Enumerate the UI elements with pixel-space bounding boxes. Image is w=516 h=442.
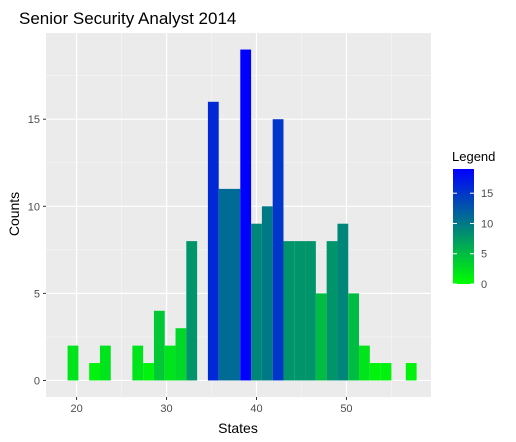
histogram-bar xyxy=(207,101,219,381)
histogram-bar xyxy=(348,293,360,381)
y-tick-label: 15 xyxy=(28,114,40,126)
y-tick-label: 10 xyxy=(28,201,40,213)
histogram-bar xyxy=(186,241,198,381)
histogram-bar xyxy=(99,345,111,381)
x-tick-label: 20 xyxy=(70,403,82,415)
histogram-bar xyxy=(305,241,316,381)
histogram-bar xyxy=(326,241,338,381)
y-axis: 0 5 10 15 xyxy=(28,114,46,387)
legend: Legend 0 5 10 15 xyxy=(452,149,495,291)
histogram-bar xyxy=(337,223,349,381)
histogram-bar xyxy=(143,363,154,381)
histogram-bar xyxy=(164,345,176,381)
histogram-bar xyxy=(229,188,241,381)
histogram-bar xyxy=(240,49,252,381)
y-tick-label: 0 xyxy=(34,375,40,387)
histogram-bar xyxy=(380,363,392,381)
x-tick-label: 40 xyxy=(250,403,262,415)
x-tick-label: 50 xyxy=(340,403,352,415)
histogram-bar xyxy=(89,363,100,381)
x-axis-title: States xyxy=(218,420,258,436)
histogram-bar xyxy=(153,310,165,381)
chart-title: Senior Security Analyst 2014 xyxy=(19,9,236,28)
bars xyxy=(67,49,417,381)
histogram-bar xyxy=(283,241,295,381)
legend-label: 15 xyxy=(481,188,493,200)
histogram-bar xyxy=(272,119,284,381)
y-axis-title: Counts xyxy=(6,192,22,236)
histogram-bar xyxy=(251,223,262,381)
x-tick-label: 30 xyxy=(160,403,172,415)
y-tick-label: 5 xyxy=(34,288,40,300)
histogram-bar xyxy=(405,363,417,381)
legend-label: 0 xyxy=(481,279,487,291)
histogram-bar xyxy=(175,328,187,381)
legend-label: 10 xyxy=(481,218,493,230)
histogram-bar xyxy=(294,241,306,381)
histogram-bar xyxy=(359,345,370,381)
histogram-bar xyxy=(218,188,230,381)
legend-title: Legend xyxy=(452,149,495,164)
legend-colorbar xyxy=(453,169,474,284)
histogram-bar xyxy=(261,206,273,381)
histogram-bar xyxy=(132,345,144,381)
histogram-bar xyxy=(369,363,381,381)
legend-ticks: 0 5 10 15 xyxy=(453,188,493,291)
legend-label: 5 xyxy=(481,249,487,261)
x-axis: 20 30 40 50 xyxy=(70,397,353,415)
histogram-bar xyxy=(315,293,327,381)
histogram-bar xyxy=(67,345,79,381)
